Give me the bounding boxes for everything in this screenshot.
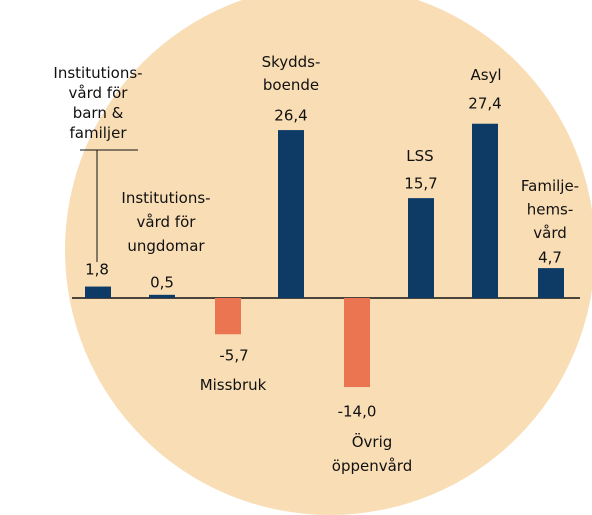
category-label: Familje-hems-vård [521,177,579,242]
value-label: -14,0 [338,403,377,421]
value-label: 15,7 [404,175,437,193]
value-label: 27,4 [468,95,501,113]
category-label: Övrig öppenvård [332,432,412,475]
category-label: Institutions-vård för ungdomar [121,189,210,255]
background-circle [65,0,592,515]
value-label: -5,7 [219,347,248,365]
category-label: Institutions-vård för barn & familjer [53,64,142,142]
bar [472,123,498,299]
value-label: 4,7 [538,249,562,267]
bar [538,268,564,298]
category-label: Missbruk [200,376,267,394]
bar [85,286,111,298]
bar [215,298,241,335]
category-label: Asyl [470,66,501,84]
value-label: 0,5 [150,274,174,292]
bar [149,294,175,298]
value-label: 26,4 [274,107,307,125]
value-label: 1,8 [85,261,109,279]
category-label: LSS [406,147,433,165]
category-label: Skydds-boende [262,53,321,94]
bar [278,130,304,298]
bar [344,298,370,388]
bar [408,198,434,298]
